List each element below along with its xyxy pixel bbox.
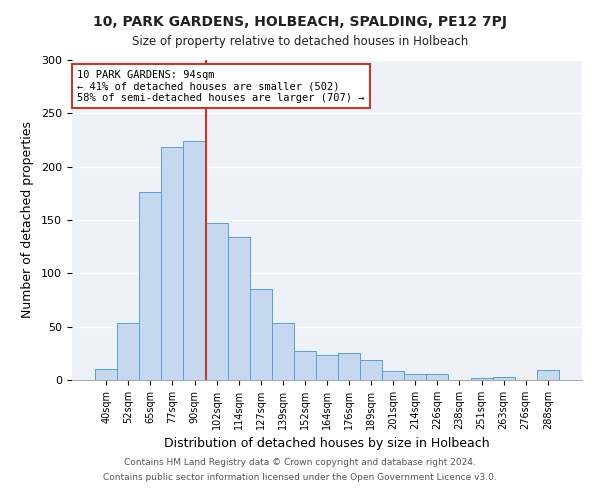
Bar — [382, 372, 404, 380]
Bar — [184, 141, 206, 380]
Text: Contains HM Land Registry data © Crown copyright and database right 2024.: Contains HM Land Registry data © Crown c… — [124, 458, 476, 467]
Bar — [139, 192, 161, 380]
Bar — [206, 223, 227, 380]
Bar — [117, 324, 139, 380]
X-axis label: Distribution of detached houses by size in Holbeach: Distribution of detached houses by size … — [164, 438, 490, 450]
Bar — [338, 354, 360, 380]
Bar — [272, 324, 294, 380]
Bar — [470, 378, 493, 380]
Text: Size of property relative to detached houses in Holbeach: Size of property relative to detached ho… — [132, 35, 468, 48]
Bar — [360, 360, 382, 380]
Bar — [427, 374, 448, 380]
Text: 10, PARK GARDENS, HOLBEACH, SPALDING, PE12 7PJ: 10, PARK GARDENS, HOLBEACH, SPALDING, PE… — [93, 15, 507, 29]
Bar — [493, 377, 515, 380]
Bar — [537, 370, 559, 380]
Bar — [294, 351, 316, 380]
Bar — [250, 290, 272, 380]
Y-axis label: Number of detached properties: Number of detached properties — [21, 122, 34, 318]
Text: 10 PARK GARDENS: 94sqm
← 41% of detached houses are smaller (502)
58% of semi-de: 10 PARK GARDENS: 94sqm ← 41% of detached… — [77, 70, 365, 103]
Bar — [316, 356, 338, 380]
Bar — [227, 237, 250, 380]
Text: Contains public sector information licensed under the Open Government Licence v3: Contains public sector information licen… — [103, 473, 497, 482]
Bar — [404, 374, 427, 380]
Bar — [95, 370, 117, 380]
Bar — [161, 148, 184, 380]
